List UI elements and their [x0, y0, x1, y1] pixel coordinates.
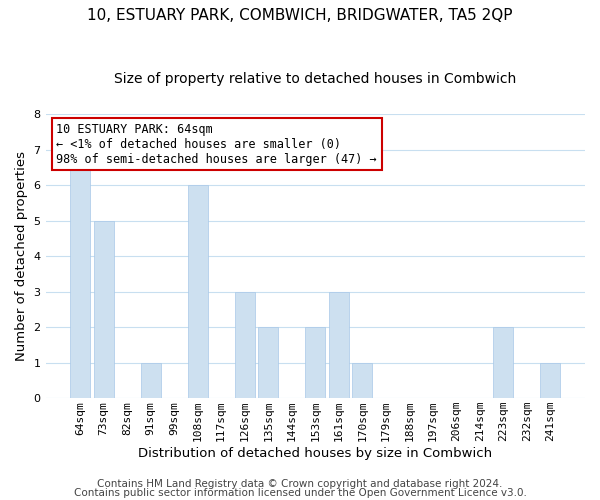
Bar: [235, 292, 255, 398]
Y-axis label: Number of detached properties: Number of detached properties: [15, 151, 28, 361]
Bar: [352, 362, 373, 398]
Title: Size of property relative to detached houses in Combwich: Size of property relative to detached ho…: [114, 72, 517, 86]
Bar: [305, 327, 325, 398]
Bar: [258, 327, 278, 398]
Bar: [70, 150, 90, 398]
Bar: [140, 362, 161, 398]
X-axis label: Distribution of detached houses by size in Combwich: Distribution of detached houses by size …: [138, 447, 493, 460]
Text: 10, ESTUARY PARK, COMBWICH, BRIDGWATER, TA5 2QP: 10, ESTUARY PARK, COMBWICH, BRIDGWATER, …: [87, 8, 513, 22]
Bar: [329, 292, 349, 398]
Bar: [541, 362, 560, 398]
Text: Contains HM Land Registry data © Crown copyright and database right 2024.: Contains HM Land Registry data © Crown c…: [97, 479, 503, 489]
Bar: [94, 220, 113, 398]
Text: 10 ESTUARY PARK: 64sqm
← <1% of detached houses are smaller (0)
98% of semi-deta: 10 ESTUARY PARK: 64sqm ← <1% of detached…: [56, 122, 377, 166]
Bar: [493, 327, 514, 398]
Bar: [188, 185, 208, 398]
Text: Contains public sector information licensed under the Open Government Licence v3: Contains public sector information licen…: [74, 488, 526, 498]
